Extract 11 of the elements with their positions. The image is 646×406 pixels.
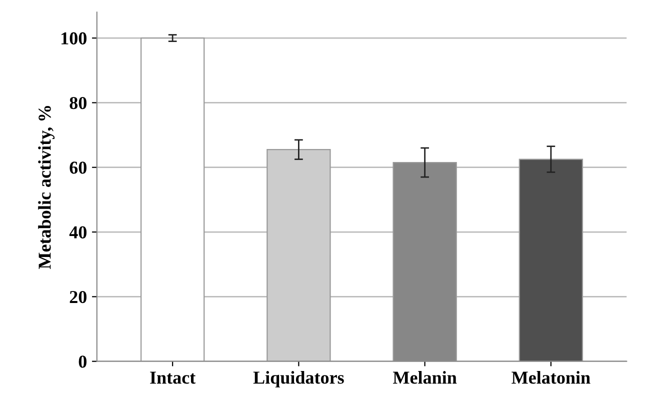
y-tick-label: 100 (62, 32, 86, 44)
y-tick-label: 80 (70, 96, 86, 110)
y-tick-label: 60 (70, 162, 86, 174)
x-tick-label: Liquidators (253, 371, 344, 388)
y-tick-label: 0 (78, 356, 86, 368)
x-tick-label: Melatonin (512, 371, 590, 384)
y-tick-label: 40 (69, 226, 86, 238)
y-axis-title: Metabolic activity, % (38, 106, 55, 269)
x-tick-label: Intact (150, 372, 196, 384)
y-tick-label: 20 (70, 290, 86, 304)
x-tick-label: Melanin (393, 371, 457, 384)
